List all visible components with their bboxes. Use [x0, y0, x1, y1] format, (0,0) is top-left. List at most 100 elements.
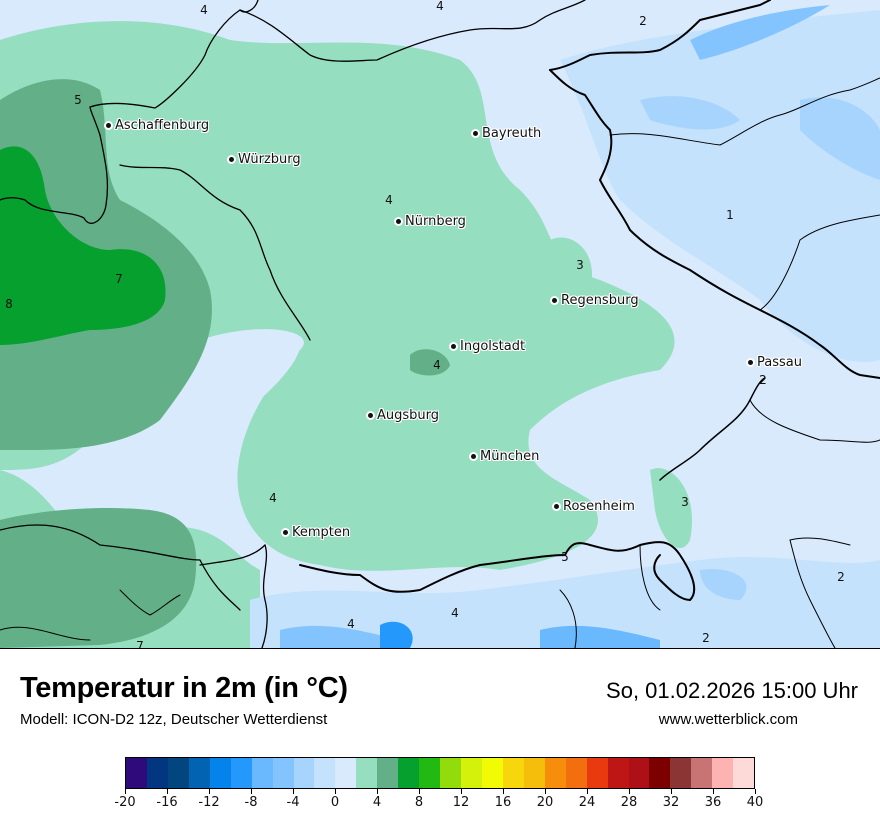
- isotherm-label: 1: [726, 208, 734, 222]
- city-dot-icon: [106, 123, 111, 128]
- city-name: Regensburg: [561, 293, 639, 308]
- colorbar-ticks: -20 -16 -12 -8 -4 0 4 8 12 16 20 24 28 32 36 40: [114, 789, 763, 819]
- city-name: München: [480, 449, 540, 464]
- colorbar-segment: [272, 758, 294, 788]
- colorbar-tick-label: 28: [620, 795, 638, 810]
- colorbar-tick-label: -8: [244, 795, 258, 810]
- colorbar-segment: [523, 758, 545, 788]
- isotherm-label: 3: [576, 258, 584, 272]
- isotherm-label: 4: [347, 617, 355, 631]
- colorbar-segment: [356, 758, 378, 788]
- colorbar-tick-label: -4: [286, 795, 300, 810]
- website-link[interactable]: www.wetterblick.com: [658, 711, 798, 728]
- colorbar-tick: [167, 789, 168, 794]
- city-name: Augsburg: [377, 408, 440, 423]
- isotherm-label: 8: [5, 297, 13, 311]
- colorbar-tick: [755, 789, 756, 794]
- temperature-colorbar: [125, 757, 755, 789]
- isotherm-label: 4: [200, 3, 208, 17]
- colorbar-segment: [502, 758, 524, 788]
- colorbar-segment: [188, 758, 210, 788]
- isotherm-label: 4: [436, 0, 444, 13]
- colorbar-tick-label: -12: [198, 795, 220, 810]
- isotherm-label: 4: [269, 491, 277, 505]
- city-augsburg: Augsburg: [368, 408, 439, 423]
- city-muenchen: München: [471, 449, 539, 464]
- colorbar-tick-label: 24: [578, 795, 596, 810]
- isotherm-label: 7: [136, 639, 144, 649]
- city-dot-icon: [283, 530, 288, 535]
- colorbar-tick-label: 16: [494, 795, 512, 810]
- colorbar-tick: [671, 789, 672, 794]
- colorbar-segment: [481, 758, 503, 788]
- colorbar-tick: [503, 789, 504, 794]
- city-rosenheim: Rosenheim: [554, 499, 635, 514]
- colorbar-segment: [419, 758, 441, 788]
- colorbar-tick-label: 12: [452, 795, 470, 810]
- colorbar-tick-label: -16: [156, 795, 178, 810]
- colorbar-segment: [586, 758, 608, 788]
- city-dot-icon: [748, 360, 753, 365]
- colorbar-segment: [733, 758, 755, 788]
- city-dot-icon: [471, 454, 476, 459]
- isotherm-label: 3: [681, 495, 689, 509]
- colorbar-segment: [293, 758, 315, 788]
- colorbar-segment: [398, 758, 420, 788]
- colorbar-tick: [377, 789, 378, 794]
- isotherm-label: 2: [639, 14, 647, 28]
- colorbar-tick: [125, 789, 126, 794]
- city-name: Ingolstadt: [460, 339, 526, 354]
- colorbar-tick-label: 20: [536, 795, 554, 810]
- colorbar-tick-label: -20: [114, 795, 136, 810]
- city-dot-icon: [368, 413, 373, 418]
- colorbar-segment: [314, 758, 336, 788]
- city-dot-icon: [473, 131, 478, 136]
- forecast-datetime: So, 01.02.2026 15:00 Uhr: [606, 678, 858, 703]
- colorbar-tick: [209, 789, 210, 794]
- city-ingolstadt: Ingolstadt: [451, 339, 525, 354]
- colorbar-segment: [209, 758, 231, 788]
- city-dot-icon: [552, 298, 557, 303]
- colorbar-segment: [440, 758, 461, 788]
- colorbar-segment: [544, 758, 566, 788]
- city-dot-icon: [554, 504, 559, 509]
- colorbar-tick-label: 0: [330, 795, 340, 810]
- colorbar-tick-label: 40: [746, 795, 764, 810]
- model-source: Modell: ICON-D2 12z, Deutscher Wetterdie…: [20, 711, 328, 728]
- colorbar-tick: [587, 789, 588, 794]
- colorbar-tick-label: 36: [704, 795, 722, 810]
- city-name: Passau: [757, 355, 802, 370]
- colorbar-segment: [565, 758, 587, 788]
- colorbar-segment: [712, 758, 734, 788]
- colorbar-tick-label: 32: [662, 795, 680, 810]
- colorbar-tick-label: 4: [372, 795, 382, 810]
- isotherm-label: 5: [561, 550, 569, 564]
- temperature-field: [0, 0, 880, 648]
- isotherm-label: 4: [433, 358, 441, 372]
- colorbar-segment: [670, 758, 692, 788]
- city-name: Würzburg: [238, 152, 301, 167]
- city-bayreuth: Bayreuth: [473, 126, 541, 141]
- map-title: Temperatur in 2m (in °C): [20, 672, 348, 704]
- colorbar-segment: [167, 758, 189, 788]
- colorbar-segment: [607, 758, 629, 788]
- colorbar-tick: [335, 789, 336, 794]
- colorbar-segment: [146, 758, 168, 788]
- city-passau: Passau: [748, 355, 802, 370]
- colorbar-tick: [629, 789, 630, 794]
- city-kempten: Kempten: [283, 525, 350, 540]
- colorbar-segment: [691, 758, 713, 788]
- city-dot-icon: [229, 157, 234, 162]
- city-wuerzburg: Würzburg: [229, 152, 301, 167]
- city-regensburg: Regensburg: [552, 293, 639, 308]
- city-dot-icon: [451, 344, 456, 349]
- city-name: Nürnberg: [405, 214, 466, 229]
- colorbar-tick: [461, 789, 462, 794]
- isotherm-label: 2: [837, 570, 845, 584]
- colorbar-segment: [461, 758, 482, 788]
- city-name: Kempten: [292, 525, 351, 540]
- colorbar-tick: [713, 789, 714, 794]
- city-nuernberg: Nürnberg: [396, 214, 466, 229]
- colorbar-tick: [419, 789, 420, 794]
- isotherm-label: 7: [115, 272, 123, 286]
